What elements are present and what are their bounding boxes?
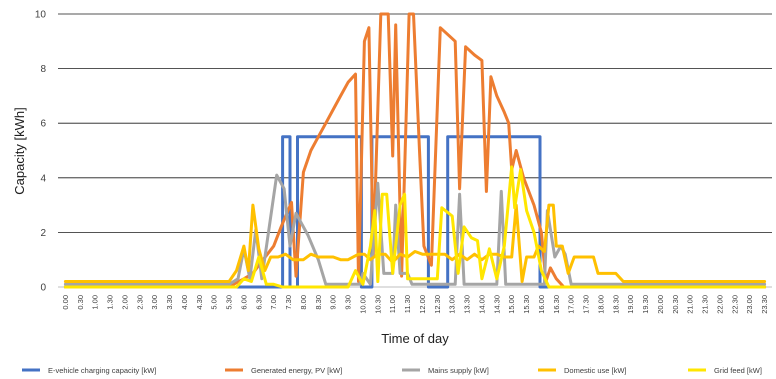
- x-tick-label: 11.00: [388, 295, 397, 313]
- x-tick-label: 4.30: [195, 295, 204, 310]
- x-tick-label: 0.30: [76, 295, 85, 310]
- x-tick-label: 6.30: [254, 295, 263, 310]
- x-tick-label: 17.30: [582, 295, 591, 314]
- x-tick-label: 22.30: [730, 295, 739, 314]
- x-tick-label: 10.30: [373, 295, 382, 314]
- x-tick-label: 13.00: [448, 295, 457, 314]
- x-tick-label: 2.30: [135, 295, 144, 310]
- series-line-4: [63, 203, 767, 283]
- x-tick-label: 21.00: [686, 295, 695, 314]
- x-tick-label: 1.30: [106, 295, 115, 310]
- series-line-2: [63, 12, 767, 289]
- series-line-5: [63, 165, 767, 289]
- x-tick-label: 23.00: [745, 295, 754, 314]
- y-axis-title: Capacity [kWh]: [12, 107, 27, 194]
- x-tick-label: 17.00: [567, 295, 576, 314]
- y-tick-label: 8: [40, 64, 46, 75]
- y-axis-ticks: 0 2 4 6 8 10: [35, 10, 47, 294]
- series-lines: [63, 12, 767, 289]
- legend-label: E-vehicle charging capacity [kW]: [48, 366, 156, 375]
- x-tick-label: 19.00: [626, 295, 635, 314]
- x-tick-label: 18.00: [596, 295, 605, 314]
- series-line-3: [63, 173, 767, 286]
- x-tick-label: 7.30: [284, 295, 293, 310]
- x-axis-title: Time of day: [381, 331, 449, 346]
- x-tick-label: 2.00: [120, 295, 129, 310]
- x-tick-label: 15.30: [522, 295, 531, 314]
- series-line-1: [63, 135, 767, 289]
- x-tick-label: 13.30: [463, 295, 472, 314]
- x-tick-label: 20.00: [656, 295, 665, 314]
- x-tick-label: 14.30: [492, 295, 501, 314]
- x-tick-label: 10.00: [358, 295, 367, 314]
- legend-label: Domestic use [kW]: [564, 366, 627, 375]
- x-tick-label: 8.00: [299, 295, 308, 310]
- x-tick-label: 8.30: [314, 295, 323, 310]
- legend-label: Mains supply [kW]: [428, 366, 489, 375]
- x-tick-label: 20.30: [671, 295, 680, 314]
- x-tick-label: 22.00: [715, 295, 724, 314]
- legend: E-vehicle charging capacity [kW] Generate…: [22, 366, 762, 375]
- x-tick-label: 21.30: [701, 295, 710, 314]
- x-tick-label: 16.00: [537, 295, 546, 314]
- x-tick-label: 5.00: [210, 295, 219, 310]
- y-tick-label: 10: [35, 10, 47, 21]
- x-tick-label: 1.00: [91, 295, 100, 310]
- x-tick-label: 18.30: [611, 295, 620, 314]
- x-tick-label: 23.30: [760, 295, 769, 314]
- x-tick-label: 6.00: [239, 295, 248, 310]
- x-tick-label: 11.30: [403, 295, 412, 313]
- x-tick-label: 9.00: [329, 295, 338, 310]
- x-tick-label: 19.30: [641, 295, 650, 314]
- x-tick-label: 16.30: [552, 295, 561, 314]
- legend-label: Grid feed [kW]: [714, 366, 762, 375]
- legend-label: Generated energy, PV [kW]: [251, 366, 342, 375]
- x-tick-label: 4.00: [180, 295, 189, 310]
- y-tick-label: 6: [40, 119, 46, 130]
- x-tick-label: 3.30: [165, 295, 174, 310]
- x-tick-label: 7.00: [269, 295, 278, 310]
- y-tick-label: 0: [40, 283, 46, 294]
- x-tick-label: 3.00: [150, 295, 159, 310]
- x-tick-label: 15.00: [507, 295, 516, 314]
- x-tick-label: 5.30: [225, 295, 234, 310]
- y-tick-label: 2: [40, 228, 46, 239]
- x-tick-label: 9.30: [344, 295, 353, 310]
- y-tick-label: 4: [40, 173, 46, 184]
- x-tick-label: 14.00: [477, 295, 486, 314]
- x-tick-label: 0.00: [61, 295, 70, 310]
- x-axis-ticks: 0.00 0.30 1.00 1.30 2.00 2.30 3.00 3.30 4.00 4.30…: [61, 295, 769, 314]
- x-tick-label: 12.00: [418, 295, 427, 314]
- x-tick-label: 12.30: [433, 295, 442, 314]
